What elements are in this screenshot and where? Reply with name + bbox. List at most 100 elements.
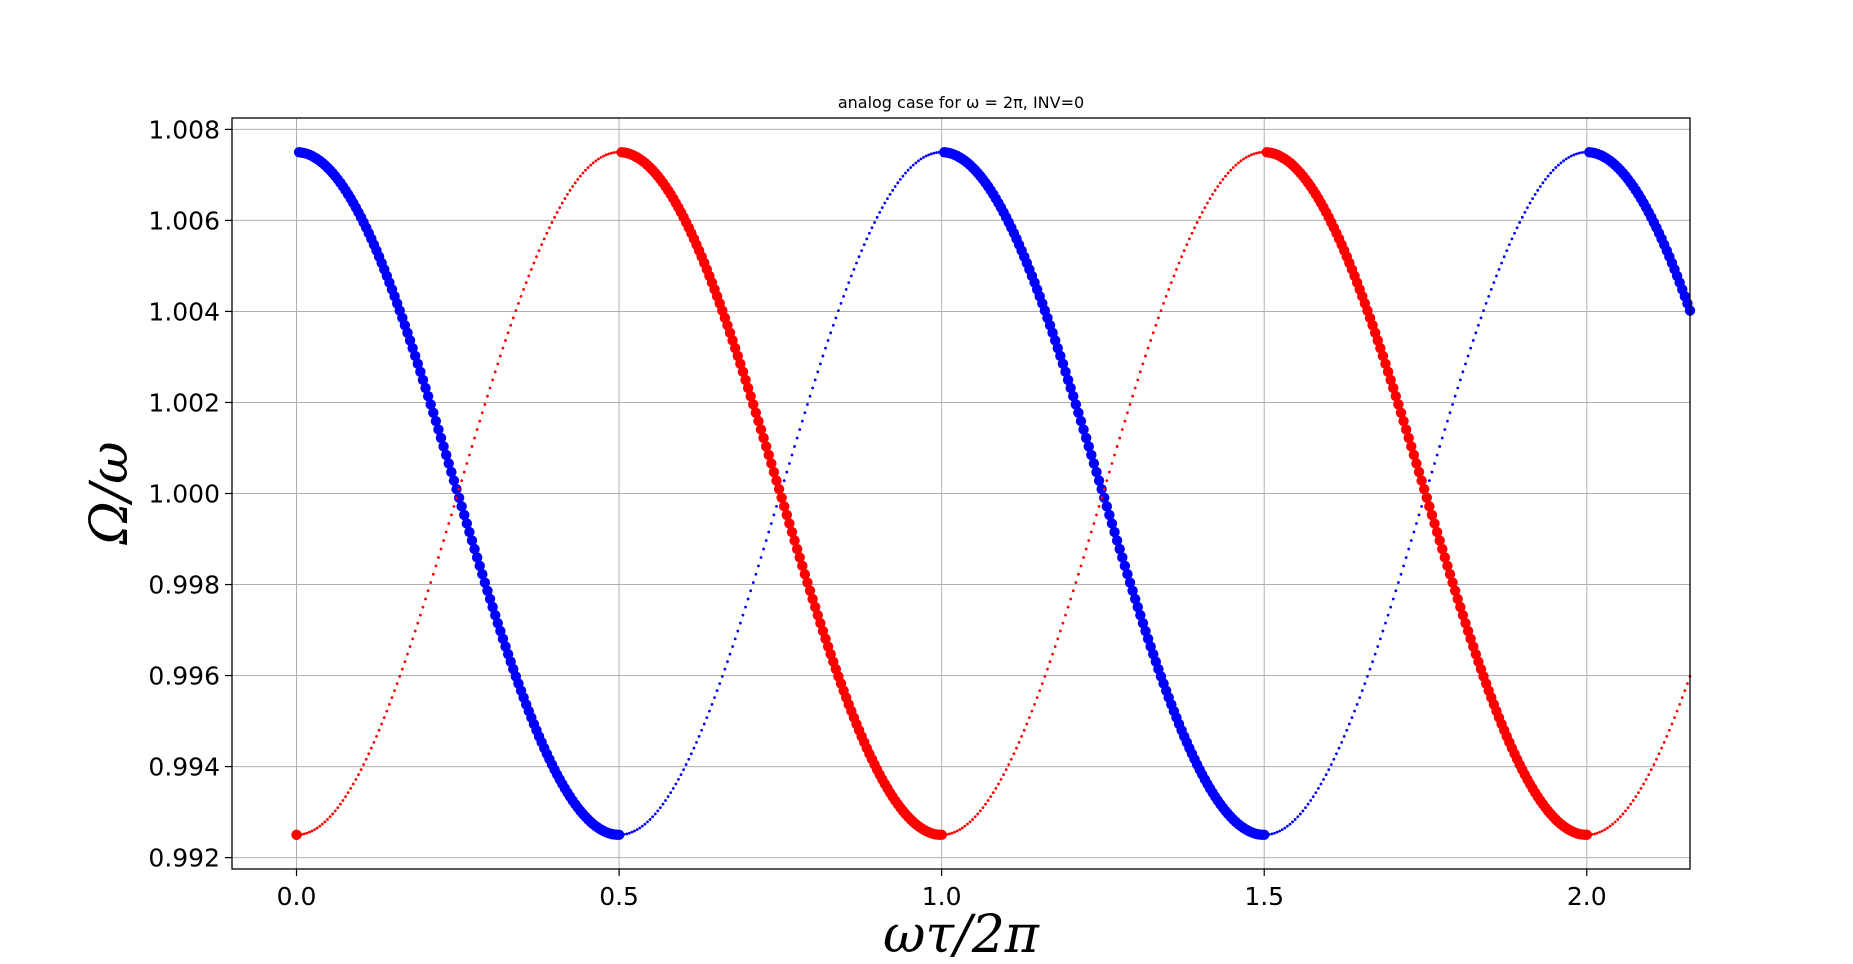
data-point — [514, 309, 518, 312]
data-point — [412, 358, 423, 370]
data-point — [1329, 763, 1333, 766]
data-point — [328, 815, 332, 819]
data-point — [1430, 470, 1434, 474]
data-point — [1562, 159, 1565, 163]
data-point — [1420, 504, 1424, 508]
data-point — [586, 166, 590, 169]
y-axis-label: Ω/ω — [80, 441, 140, 545]
data-point — [1618, 815, 1622, 819]
data-point — [375, 734, 378, 738]
data-point — [336, 806, 340, 810]
data-point — [461, 518, 473, 529]
data-point — [442, 539, 445, 542]
data-point — [1366, 675, 1369, 678]
data-point — [932, 151, 936, 155]
data-point — [1395, 407, 1407, 418]
x-tick-label: 1.0 — [922, 882, 962, 911]
data-point — [486, 394, 489, 398]
data-point — [1464, 362, 1467, 366]
data-point — [1634, 795, 1638, 799]
data-point — [1378, 637, 1382, 641]
data-point — [1314, 791, 1318, 795]
data-point — [1400, 424, 1412, 435]
data-point — [421, 605, 425, 609]
data-point — [1053, 645, 1057, 648]
data-point — [751, 581, 755, 584]
data-point — [1070, 399, 1082, 410]
data-point — [509, 323, 513, 327]
data-point — [578, 174, 582, 178]
data-point — [1409, 539, 1413, 542]
data-point — [1404, 556, 1408, 559]
data-point — [1020, 734, 1024, 738]
data-point — [424, 597, 427, 601]
data-point — [1520, 215, 1524, 219]
data-point — [1079, 564, 1083, 568]
data-point — [354, 778, 358, 781]
data-point — [718, 682, 722, 685]
data-point — [1335, 752, 1338, 756]
data-point — [710, 703, 714, 706]
data-point — [1686, 682, 1689, 685]
data-point — [1384, 621, 1387, 625]
data-point — [344, 795, 347, 799]
data-point — [1035, 696, 1039, 699]
data-point — [1177, 261, 1181, 265]
grid-lines — [232, 118, 1690, 869]
data-point — [749, 589, 753, 593]
data-point — [1257, 151, 1261, 154]
data-point — [766, 458, 777, 469]
data-point — [628, 831, 631, 835]
data-point — [529, 267, 533, 271]
data-point — [451, 484, 462, 495]
data-point — [737, 366, 749, 378]
data-point — [1141, 362, 1145, 366]
data-point — [818, 362, 822, 366]
data-point — [651, 815, 655, 819]
data-point — [760, 441, 772, 452]
data-point — [550, 221, 554, 224]
data-point — [1030, 709, 1034, 713]
data-point — [437, 556, 440, 559]
data-point — [1419, 484, 1430, 495]
data-point — [1448, 411, 1452, 415]
data-point — [313, 828, 316, 831]
data-point — [1652, 763, 1656, 766]
data-point — [469, 543, 480, 555]
data-point — [1280, 828, 1284, 831]
data-point — [418, 613, 422, 617]
data-point — [679, 773, 683, 777]
data-point — [393, 689, 396, 693]
data-point — [1064, 613, 1067, 617]
data-point — [758, 432, 769, 444]
data-point — [1433, 462, 1436, 465]
data-point — [1376, 645, 1380, 648]
data-point — [1408, 449, 1420, 461]
data-point — [849, 274, 853, 278]
y-tick-label: 1.006 — [148, 206, 220, 235]
data-point — [364, 757, 368, 761]
data-point — [994, 787, 998, 790]
data-point — [942, 833, 946, 837]
data-point — [1492, 281, 1496, 284]
data-point — [904, 171, 907, 175]
data-point — [1224, 174, 1227, 178]
data-point — [893, 185, 897, 188]
data-point — [860, 249, 864, 253]
data-point — [473, 436, 476, 440]
data-point — [1057, 358, 1069, 370]
data-point — [1126, 411, 1129, 415]
data-point — [1138, 370, 1142, 374]
data-point — [1286, 824, 1289, 828]
data-point — [1074, 581, 1078, 584]
data-point — [305, 831, 309, 835]
data-point — [888, 192, 892, 196]
data-point — [883, 201, 887, 205]
data-point — [607, 152, 611, 156]
data-point — [1027, 716, 1031, 720]
data-point — [1636, 791, 1640, 795]
data-point — [1190, 231, 1194, 235]
data-point — [447, 522, 451, 525]
data-point — [732, 350, 743, 362]
data-point — [1381, 629, 1385, 633]
